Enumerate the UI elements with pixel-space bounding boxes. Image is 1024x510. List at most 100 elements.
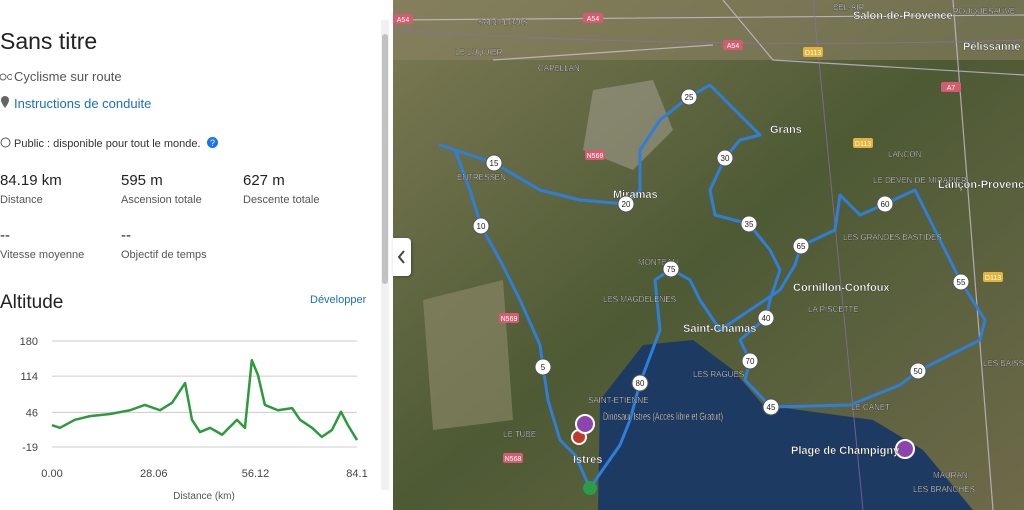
map-label: LES MAGDELENES — [603, 295, 676, 304]
poi-marker[interactable] — [575, 414, 595, 434]
map-label: Istres — [573, 454, 602, 466]
road-shield — [853, 138, 873, 148]
directions-link[interactable]: Instructions de conduite — [14, 96, 152, 111]
expand-link[interactable]: Développer — [310, 294, 367, 306]
map-label: CAPELLAN — [538, 64, 580, 73]
km-marker — [680, 88, 698, 106]
scroll-thumb[interactable] — [382, 34, 388, 284]
privacy: Public : disponible pour tout le monde. — [14, 138, 201, 150]
km-marker — [472, 217, 490, 235]
km-marker — [757, 309, 775, 327]
map-label: LES GRANDES BASTIDES — [843, 233, 942, 242]
km-marker-label: 15 — [490, 159, 499, 168]
svg-text:?: ? — [210, 138, 215, 148]
stat-label: Ascension totale — [121, 194, 202, 206]
km-marker-label: 80 — [636, 379, 645, 388]
map-label: LANÇON — [888, 150, 922, 159]
road-shield — [583, 13, 603, 23]
route-line — [438, 83, 987, 489]
stat-label: Descente totale — [243, 194, 320, 206]
stat-value: 627 m — [243, 172, 285, 189]
road-label: N568 — [505, 456, 522, 463]
map-road — [393, 0, 1024, 510]
km-marker-label: 35 — [745, 220, 754, 229]
km-marker — [741, 352, 759, 370]
y-tick-label: 114 — [20, 371, 38, 383]
map-label: LE DEVEN DE MIRAPIER — [873, 176, 967, 185]
road-shield — [941, 82, 961, 92]
km-marker — [952, 273, 970, 291]
map-fields — [423, 280, 513, 430]
road-label: N569 — [587, 153, 604, 160]
km-marker — [662, 260, 680, 278]
km-marker — [534, 358, 552, 376]
road-label: D113 — [855, 141, 871, 148]
km-marker-label: 10 — [477, 222, 486, 231]
km-marker-label: 75 — [667, 265, 676, 274]
map-label: Saint-Chamas — [683, 323, 756, 335]
km-marker — [909, 362, 927, 380]
globe-icon — [0, 137, 11, 148]
map-label: LA PISCETTE — [808, 305, 859, 314]
x-tick-label: 28.06 — [140, 468, 168, 480]
stat-label: Vitesse moyenne — [0, 249, 85, 261]
side-panel: Sans titre Cyclisme sur route Instructio… — [0, 0, 392, 510]
activity: Cyclisme sur route — [14, 69, 122, 84]
pin-icon — [1, 96, 9, 108]
map-label: LES RAGUES — [693, 370, 744, 379]
km-marker-label: 5 — [541, 363, 546, 372]
km-marker — [876, 195, 894, 213]
map: Salon-de-Provence Pélissanne ROUQUESAUVE BE… — [393, 0, 1024, 510]
help-icon[interactable]: ? — [207, 137, 218, 148]
y-tick-label: -19 — [22, 442, 38, 454]
map-label: ROUQUESAUVE — [953, 7, 1015, 16]
road-label: N569 — [501, 316, 518, 323]
map-land — [393, 0, 1024, 60]
map-label: LE TUBÉ — [503, 430, 536, 439]
km-marker-label: 50 — [914, 367, 923, 376]
road-shield — [983, 272, 1003, 282]
x-tick-label: 56.12 — [242, 468, 270, 480]
km-marker — [792, 237, 810, 255]
x-tick-label: 84.1 — [346, 468, 367, 480]
road-shield — [585, 150, 605, 160]
map-urban — [583, 80, 673, 170]
x-axis-label: Distance (km) — [173, 491, 235, 502]
start-marker[interactable] — [583, 481, 597, 495]
map-label: SAINT-ETIENNE — [588, 396, 648, 405]
km-marker — [485, 154, 503, 172]
road-label: D113 — [985, 275, 1001, 282]
km-marker-label: 40 — [762, 314, 771, 323]
km-marker-label: 45 — [767, 403, 776, 412]
road-shield — [803, 47, 823, 57]
km-marker-label: 25 — [685, 93, 694, 102]
road-label: A7 — [947, 85, 956, 92]
km-marker-label: 65 — [797, 242, 806, 251]
map-road — [393, 0, 1024, 510]
road-shield — [503, 453, 523, 463]
km-marker-label: 60 — [881, 200, 890, 209]
road-shield — [393, 14, 413, 24]
map-label: LE CANET — [851, 403, 890, 412]
km-marker — [617, 195, 635, 213]
map-label: Plage de Champigny — [791, 445, 900, 457]
km-marker — [631, 374, 649, 392]
poi-marker[interactable] — [895, 439, 915, 459]
map-label: LES BRANCHES — [913, 485, 975, 494]
stat-value: -- — [0, 227, 10, 244]
stat-value: 84.19 km — [0, 172, 62, 189]
collapse-button[interactable] — [393, 238, 411, 276]
x-tick-label: 0.00 — [41, 468, 62, 480]
elevation-line — [51, 358, 359, 441]
km-marker-label: 20 — [622, 200, 631, 209]
y-tick-label: 46 — [26, 407, 38, 419]
map-label: ENTRESSEN — [457, 173, 506, 182]
road-label: D113 — [805, 50, 821, 57]
stat-label: Objectif de temps — [121, 249, 207, 261]
map-label: Salon-de-Provence — [853, 10, 953, 22]
chevron-icon — [397, 250, 405, 264]
section-title: Altitude — [0, 292, 64, 313]
road-label: A54 — [587, 16, 600, 23]
km-marker — [740, 215, 758, 233]
